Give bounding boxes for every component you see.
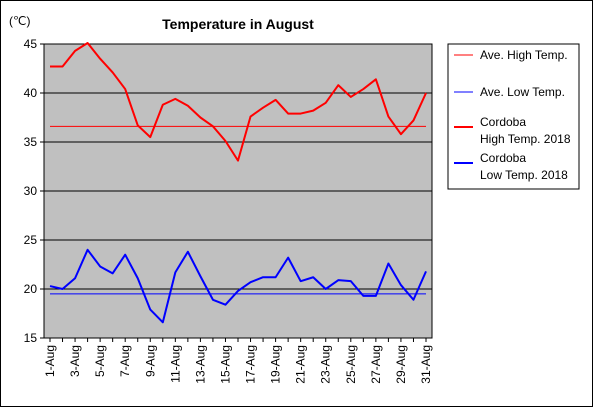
legend-label-3-1: Low Temp. 2018 (480, 168, 568, 182)
x-tick-label-11: 11-Aug (168, 345, 182, 383)
series-lines (49, 42, 427, 324)
legend-label-1-0: Ave. Low Temp. (480, 85, 565, 99)
series-line-2 (50, 42, 427, 162)
x-tick-label-5: 5-Aug (93, 345, 107, 377)
plot-area (43, 42, 433, 339)
x-tick-label-19: 19-Aug (269, 345, 283, 384)
y-tick-label-30: 30 (24, 184, 38, 198)
unit-label: (℃) (9, 14, 30, 28)
x-tick-label-9: 9-Aug (143, 345, 157, 377)
legend-box (447, 43, 580, 190)
y-tick-label-20: 20 (24, 282, 38, 296)
legend-label-2-1: High Temp. 2018 (480, 132, 571, 146)
legend: Ave. High Temp. Ave. Low Temp. Cordoba High… (447, 43, 580, 190)
y-tick-label-45: 45 (24, 37, 38, 51)
x-tick-label-31: 31-Aug (419, 345, 433, 384)
x-tick-label-7: 7-Aug (118, 345, 132, 377)
x-tick-label-27: 27-Aug (369, 345, 383, 384)
y-axis: 15 20 25 30 35 40 45 (24, 37, 44, 345)
x-tick-label-21: 21-Aug (294, 345, 308, 384)
y-tick-label-40: 40 (24, 86, 38, 100)
legend-label-2-0: Cordoba (480, 115, 526, 129)
legend-label-3-0: Cordoba (480, 151, 526, 165)
x-tick-label-25: 25-Aug (344, 345, 358, 384)
x-axis: 1-Aug 3-Aug 5-Aug 7-Aug 9-Aug 11-Aug 13-Aug 15-… (43, 338, 433, 384)
legend-label-0-0: Ave. High Temp. (480, 48, 568, 62)
y-tick-label-35: 35 (24, 135, 38, 149)
series-line-3 (49, 248, 427, 324)
gridlines (44, 92, 432, 290)
x-tick-label-23: 23-Aug (319, 345, 333, 384)
x-tick-label-15: 15-Aug (218, 345, 232, 384)
x-tick-label-13: 13-Aug (193, 345, 207, 384)
x-tick-label-29: 29-Aug (394, 345, 408, 384)
x-tick-label-3: 3-Aug (68, 345, 82, 377)
chart-title: Temperature in August (162, 16, 314, 32)
y-tick-label-15: 15 (24, 331, 38, 345)
y-tick-label-25: 25 (24, 233, 38, 247)
x-tick-label-17: 17-Aug (244, 345, 258, 384)
x-tick-label-1: 1-Aug (43, 345, 57, 377)
